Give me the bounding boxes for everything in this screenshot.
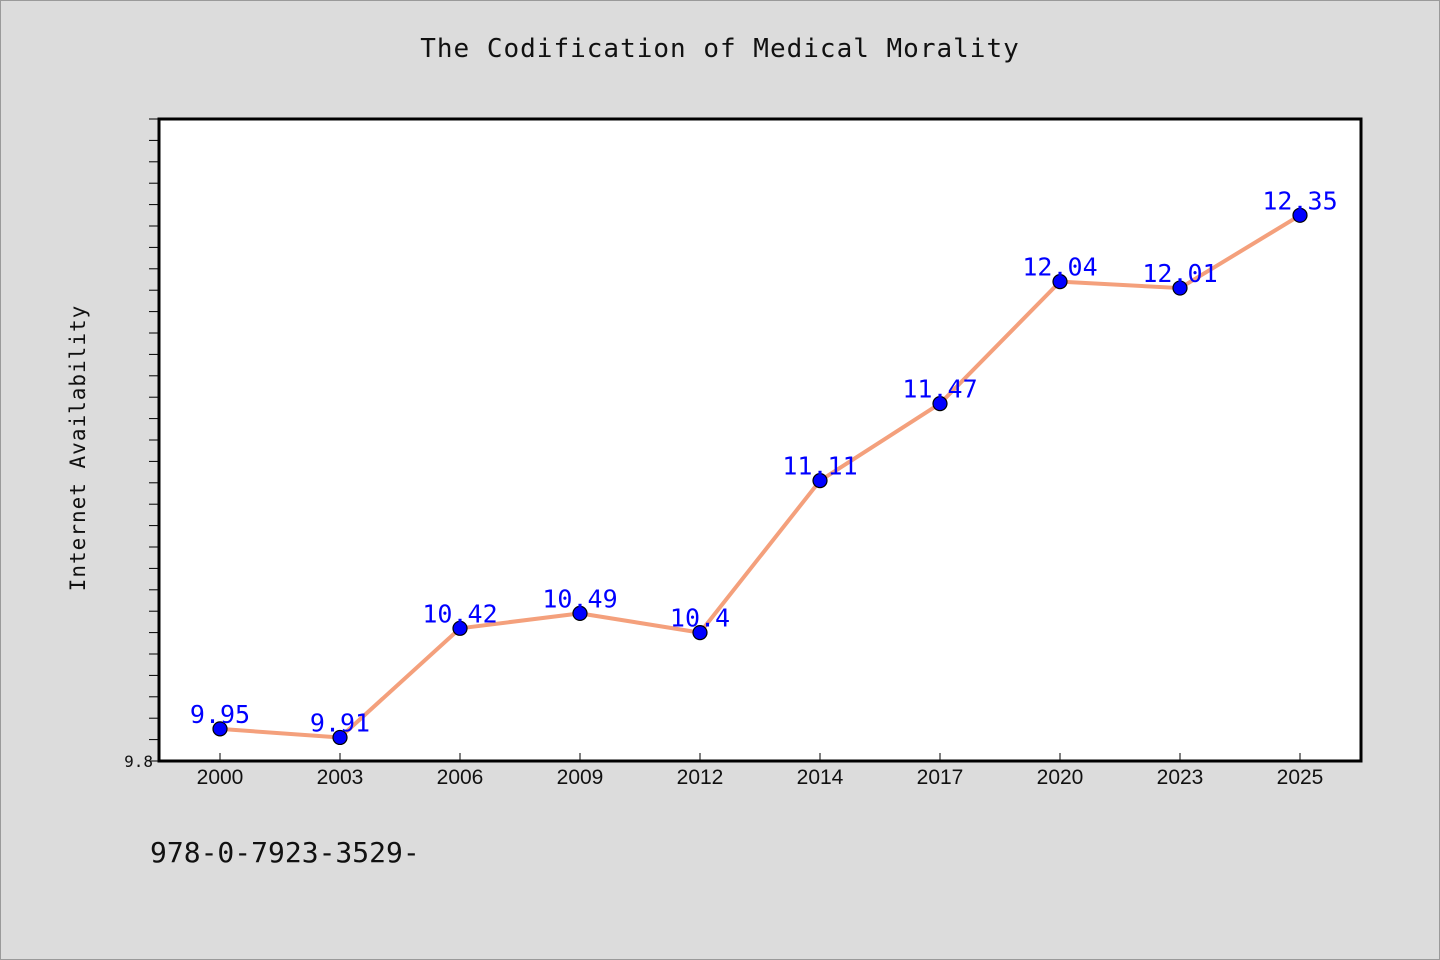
data-label: 10.49 xyxy=(542,584,617,613)
data-point xyxy=(452,620,468,636)
series-line xyxy=(219,213,1302,740)
x-tick-label: 2006 xyxy=(437,766,484,789)
data-point xyxy=(932,396,948,412)
chart-title: The Codification of Medical Morality xyxy=(420,34,1020,64)
footer-isbn-text: 978-0-7923-3529- xyxy=(150,836,420,869)
x-tick-label: 2025 xyxy=(1277,766,1324,789)
plot-area xyxy=(157,117,1363,763)
data-label: 10.4 xyxy=(670,604,730,633)
data-label: 11.47 xyxy=(902,375,977,404)
data-label: 12.35 xyxy=(1262,186,1337,215)
data-label: 9.91 xyxy=(310,708,370,737)
data-point xyxy=(692,624,708,641)
data-point xyxy=(1292,207,1308,223)
x-tick-label: 2020 xyxy=(1037,766,1084,789)
x-tick-label: 2023 xyxy=(1157,766,1204,789)
y-tick-label: 9.8 xyxy=(124,752,153,771)
y-axis-label: Internet Availability xyxy=(66,305,90,592)
data-point xyxy=(1052,274,1068,290)
data-point xyxy=(812,473,828,489)
x-tick-label: 2003 xyxy=(317,766,364,789)
x-tick-label: 2017 xyxy=(917,766,964,789)
x-tick-label: 2014 xyxy=(797,766,844,789)
data-point xyxy=(212,721,228,737)
data-label: 11.11 xyxy=(782,452,857,481)
data-label: 10.42 xyxy=(422,599,497,628)
x-tick-label: 2009 xyxy=(557,766,604,789)
data-label: 12.04 xyxy=(1022,253,1097,282)
data-label: 12.01 xyxy=(1142,259,1217,288)
x-tick-label: 2012 xyxy=(677,766,724,789)
data-point xyxy=(572,605,588,621)
data-point xyxy=(1172,280,1188,296)
data-label: 9.95 xyxy=(190,700,250,729)
x-tick-label: 2000 xyxy=(197,766,244,789)
data-point xyxy=(332,729,348,746)
